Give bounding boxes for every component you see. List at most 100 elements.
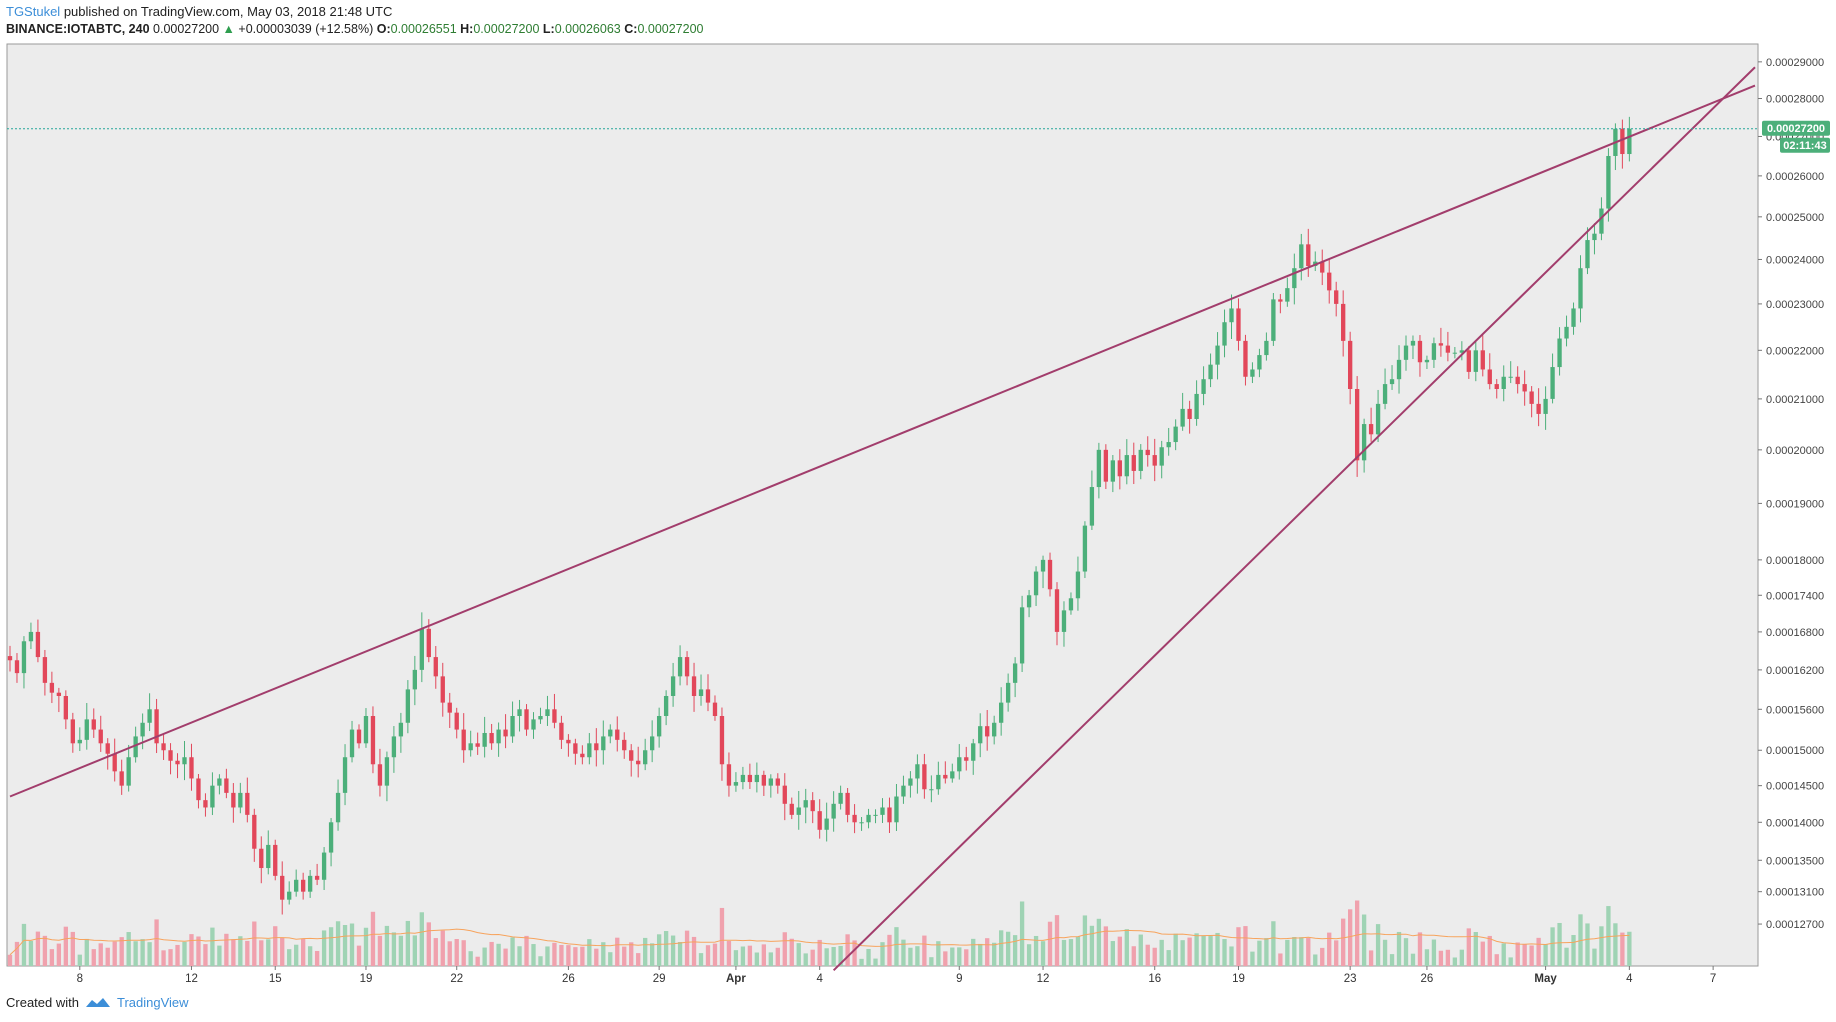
- volume-bar: [531, 944, 536, 966]
- trendline-upper[interactable]: [9, 84, 1756, 798]
- candle: [1285, 277, 1290, 307]
- volume-bar: [147, 942, 152, 966]
- open-label: O:: [376, 22, 391, 36]
- volume-bar: [405, 920, 411, 966]
- candle: [1215, 332, 1220, 380]
- candle-body: [524, 709, 529, 730]
- candle-body: [978, 726, 983, 744]
- volume-bar: [1473, 932, 1478, 966]
- candle: [1096, 442, 1102, 499]
- volume-bar: [656, 934, 662, 966]
- candle: [294, 869, 299, 897]
- change-value: +0.00003039 (+12.58%): [238, 22, 374, 36]
- candle: [1410, 335, 1416, 360]
- candle-body: [859, 822, 864, 824]
- candle-body: [1382, 384, 1388, 404]
- volume-bar: [468, 951, 473, 966]
- volume-bar: [677, 942, 683, 966]
- candle-body: [294, 879, 299, 892]
- candle: [998, 687, 1004, 736]
- volume-bar: [726, 941, 732, 966]
- candle: [1494, 379, 1499, 399]
- candle: [1012, 657, 1018, 698]
- candle: [629, 744, 634, 777]
- volume-bar: [1117, 936, 1122, 966]
- volume-bar: [1012, 935, 1018, 966]
- volume-bar: [1320, 947, 1325, 966]
- candle: [49, 671, 55, 704]
- candle-body: [77, 739, 82, 744]
- candle-body: [1187, 408, 1192, 419]
- countdown-box: [1780, 137, 1830, 153]
- volume-bar: [454, 938, 459, 966]
- candle: [1145, 436, 1150, 467]
- volume-bar: [175, 944, 180, 966]
- volume-bar: [1459, 949, 1465, 966]
- candle: [1438, 327, 1444, 357]
- candle-body: [1257, 355, 1262, 370]
- candle: [1306, 228, 1311, 277]
- volume-bar: [1389, 954, 1395, 966]
- candle: [517, 699, 522, 732]
- candle-body: [419, 628, 424, 670]
- candle: [405, 680, 411, 734]
- candle-body: [384, 757, 390, 786]
- candle: [300, 872, 306, 900]
- candle-body: [957, 757, 962, 772]
- volume-bar: [1522, 943, 1527, 966]
- candle-body: [42, 657, 48, 683]
- trendline-lower[interactable]: [832, 66, 1756, 972]
- candle-body: [1222, 322, 1227, 346]
- volume-bar: [852, 940, 857, 966]
- candle-body: [908, 778, 913, 786]
- candle: [356, 724, 362, 749]
- candle: [217, 774, 222, 795]
- candle: [705, 674, 711, 712]
- candle: [454, 707, 459, 739]
- candle-body: [1564, 326, 1569, 339]
- candle-body: [1033, 571, 1039, 596]
- volume-bar: [803, 953, 808, 966]
- volume-bar: [1361, 914, 1367, 966]
- volume-bar: [817, 939, 822, 966]
- author-link[interactable]: TGStukel: [6, 4, 61, 19]
- volume-bar: [489, 941, 494, 966]
- candle-body: [1159, 447, 1164, 466]
- candle: [307, 869, 313, 898]
- volume-bar: [1382, 939, 1388, 966]
- candle: [489, 723, 494, 750]
- candle: [266, 830, 271, 875]
- candle-body: [349, 729, 355, 758]
- volume-bar: [412, 935, 418, 966]
- candle: [615, 716, 620, 752]
- ohlc-legend: BINANCE:IOTABTC, 240 0.00027200 ▲ +0.000…: [6, 22, 703, 37]
- volume-bar: [761, 944, 767, 966]
- candle-body: [971, 743, 976, 761]
- trendlines-layer[interactable]: [9, 66, 1756, 972]
- volume-bar: [307, 946, 313, 966]
- volume-bar: [636, 953, 641, 966]
- candle-body: [168, 750, 173, 761]
- volume-bar: [56, 943, 62, 966]
- candle: [461, 713, 466, 763]
- candle-body: [573, 743, 578, 754]
- price-tick-label: 0.00029000: [1766, 57, 1824, 69]
- candle-body: [252, 814, 257, 849]
- volume-bar: [1131, 946, 1136, 966]
- volume-bar: [908, 947, 913, 966]
- volume-bar: [838, 945, 843, 966]
- price-axis[interactable]: 0.000290000.000280000.000270000.00026000…: [1758, 57, 1824, 931]
- candle-body: [929, 789, 934, 791]
- volume-bar: [1585, 923, 1590, 966]
- volume-bar: [91, 949, 96, 966]
- candle-body: [182, 757, 187, 765]
- candle-body: [433, 657, 438, 677]
- time-axis[interactable]: 8 12 15 19 22 26 29 Apr 4 9 12 16 19 23 26 May 4 7: [77, 966, 1717, 985]
- volume-bar: [126, 932, 131, 966]
- candle: [915, 754, 920, 794]
- candle-body: [950, 771, 955, 779]
- candle-body: [112, 753, 117, 772]
- tradingview-link[interactable]: TradingView: [116, 995, 189, 1010]
- candle-body: [1347, 340, 1353, 389]
